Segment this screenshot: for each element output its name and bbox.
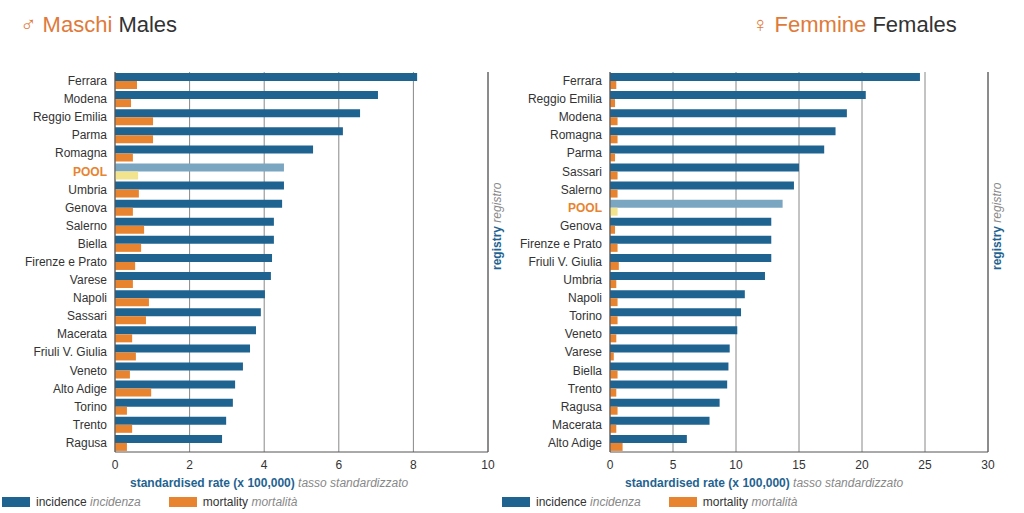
svg-text:Modena: Modena	[559, 110, 603, 124]
html-text:♂ Maschi Males: ♂ Maschi Males	[20, 12, 178, 37]
svg-text:Genova: Genova	[65, 201, 107, 215]
html-text:registro: registro	[990, 182, 1004, 223]
html-text:registro: registro	[490, 182, 504, 223]
svg-text:Ragusa: Ragusa	[561, 400, 603, 414]
svg-text:Salerno: Salerno	[561, 183, 603, 197]
svg-text:10: 10	[729, 458, 743, 472]
svg-text:Parma: Parma	[72, 128, 108, 142]
svg-text:Parma: Parma	[567, 146, 603, 160]
svg-text:25: 25	[918, 458, 932, 472]
svg-text:Romagna: Romagna	[550, 128, 602, 142]
svg-text:Macerata: Macerata	[552, 418, 602, 432]
svg-text:5: 5	[670, 458, 677, 472]
svg-text:Umbria: Umbria	[68, 183, 107, 197]
svg-text:30: 30	[981, 458, 995, 472]
svg-text:Alto Adige: Alto Adige	[53, 382, 107, 396]
svg-text:Veneto: Veneto	[565, 327, 603, 341]
svg-text:Firenze e Prato: Firenze e Prato	[520, 237, 602, 251]
svg-text:POOL: POOL	[73, 165, 107, 179]
svg-text:Sassari: Sassari	[562, 165, 602, 179]
svg-text:2: 2	[186, 458, 193, 472]
svg-text:Torino: Torino	[74, 400, 107, 414]
svg-text:Veneto: Veneto	[70, 364, 108, 378]
svg-text:Modena: Modena	[64, 92, 108, 106]
svg-text:Reggio Emilia: Reggio Emilia	[528, 92, 602, 106]
svg-text:Ragusa: Ragusa	[66, 436, 108, 450]
svg-text:20: 20	[855, 458, 869, 472]
svg-text:Reggio Emilia: Reggio Emilia	[33, 110, 107, 124]
svg-text:Napoli: Napoli	[73, 291, 107, 305]
svg-text:15: 15	[792, 458, 806, 472]
html-text:incidence incidenza: incidence incidenza	[36, 495, 141, 509]
svg-text:Sassari: Sassari	[67, 309, 107, 323]
svg-text:Friuli V. Giulia: Friuli V. Giulia	[528, 255, 602, 269]
html-text:mortality mortalità: mortality mortalità	[202, 495, 298, 509]
svg-text:0: 0	[607, 458, 614, 472]
svg-text:Ferrara: Ferrara	[68, 74, 108, 88]
svg-text:6: 6	[335, 458, 342, 472]
svg-text:Biella: Biella	[78, 237, 108, 251]
svg-text:Genova: Genova	[560, 219, 602, 233]
svg-text:Varese: Varese	[565, 345, 602, 359]
svg-text:Firenze e Prato: Firenze e Prato	[25, 255, 107, 269]
svg-text:Salerno: Salerno	[66, 219, 108, 233]
svg-text:0: 0	[112, 458, 119, 472]
html-text:standardised rate (x 100,000): standardised rate (x 100,000) tasso stan…	[130, 476, 409, 490]
html-text:standardised rate (x 100,000): standardised rate (x 100,000) tasso stan…	[625, 476, 904, 490]
svg-text:POOL: POOL	[568, 201, 602, 215]
html-text:mortality mortalità: mortality mortalità	[702, 495, 798, 509]
html-text:registry: registry	[990, 226, 1004, 270]
svg-text:Umbria: Umbria	[563, 273, 602, 287]
html-text:♀ Femmine Females: ♀ Femmine Females	[752, 12, 957, 37]
svg-text:Trento: Trento	[73, 418, 108, 432]
svg-text:Ferrara: Ferrara	[563, 74, 603, 88]
svg-text:Biella: Biella	[573, 364, 603, 378]
svg-text:Torino: Torino	[569, 309, 602, 323]
svg-text:10: 10	[481, 458, 495, 472]
svg-text:Varese: Varese	[70, 273, 107, 287]
html-text:registry: registry	[490, 226, 504, 270]
svg-text:8: 8	[410, 458, 417, 472]
svg-text:Romagna: Romagna	[55, 146, 107, 160]
svg-text:Alto Adige: Alto Adige	[548, 436, 602, 450]
svg-text:Trento: Trento	[568, 382, 603, 396]
html-text:incidence incidenza: incidence incidenza	[536, 495, 641, 509]
svg-text:Friuli V. Giulia: Friuli V. Giulia	[33, 345, 107, 359]
svg-text:4: 4	[261, 458, 268, 472]
svg-text:Napoli: Napoli	[568, 291, 602, 305]
svg-text:Macerata: Macerata	[57, 327, 107, 341]
